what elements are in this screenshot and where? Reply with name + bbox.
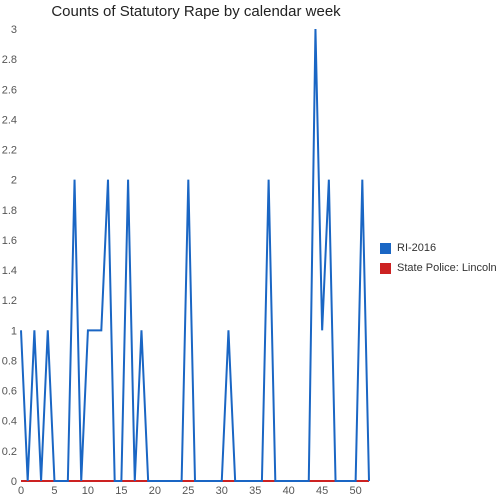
x-tick-label: 15 bbox=[115, 485, 127, 497]
legend-item-state-police-lincoln[interactable]: State Police: Lincoln bbox=[380, 258, 497, 278]
y-tick-label: 1 bbox=[11, 325, 17, 337]
chart-title: Counts of Statutory Rape by calendar wee… bbox=[51, 3, 341, 20]
x-tick-label: 40 bbox=[283, 485, 295, 497]
y-tick-label: 0 bbox=[11, 476, 17, 488]
x-tick-label: 50 bbox=[349, 485, 361, 497]
y-tick-label: 0.4 bbox=[2, 416, 17, 428]
y-tick-label: 2.4 bbox=[2, 114, 17, 126]
x-tick-label: 25 bbox=[182, 485, 194, 497]
legend-label-ri-2016: RI-2016 bbox=[397, 242, 437, 254]
x-tick-label: 10 bbox=[82, 485, 94, 497]
legend-item-ri-2016[interactable]: RI-2016 bbox=[380, 238, 497, 258]
y-tick-label: 2.8 bbox=[2, 54, 17, 66]
y-tick-label: 1.8 bbox=[2, 205, 17, 217]
x-tick-label: 35 bbox=[249, 485, 261, 497]
x-tick-label: 20 bbox=[149, 485, 161, 497]
series-line-0 bbox=[20, 28, 370, 482]
x-axis-ticks: 0 5 10 15 20 25 30 35 40 45 50 bbox=[18, 485, 362, 497]
y-tick-label: 2.2 bbox=[2, 145, 17, 157]
legend: RI-2016 State Police: Lincoln bbox=[380, 238, 497, 278]
y-tick-label: 2 bbox=[11, 175, 17, 187]
y-tick-label: 1.2 bbox=[2, 295, 17, 307]
y-tick-label: 1.4 bbox=[2, 265, 17, 277]
y-axis-ticks: 0 0.2 0.4 0.6 0.8 1 1.2 1.4 1.6 1.8 2 2.2 2.4 2.6 2.8 3 bbox=[2, 24, 17, 488]
y-tick-label: 0.8 bbox=[2, 355, 17, 367]
legend-swatch-state-police-lincoln bbox=[380, 262, 391, 274]
series-layer bbox=[20, 28, 370, 482]
y-tick-label: 0.2 bbox=[2, 446, 17, 458]
legend-swatch-ri-2016 bbox=[380, 242, 391, 254]
x-tick-label: 0 bbox=[18, 485, 24, 497]
y-tick-label: 2.6 bbox=[2, 84, 17, 96]
y-tick-label: 0.6 bbox=[2, 386, 17, 398]
legend-label-state-police-lincoln: State Police: Lincoln bbox=[397, 262, 497, 274]
y-tick-label: 3 bbox=[11, 24, 17, 36]
y-tick-label: 1.6 bbox=[2, 235, 17, 247]
x-tick-label: 30 bbox=[216, 485, 228, 497]
x-tick-label: 45 bbox=[316, 485, 328, 497]
x-tick-label: 5 bbox=[51, 485, 57, 497]
